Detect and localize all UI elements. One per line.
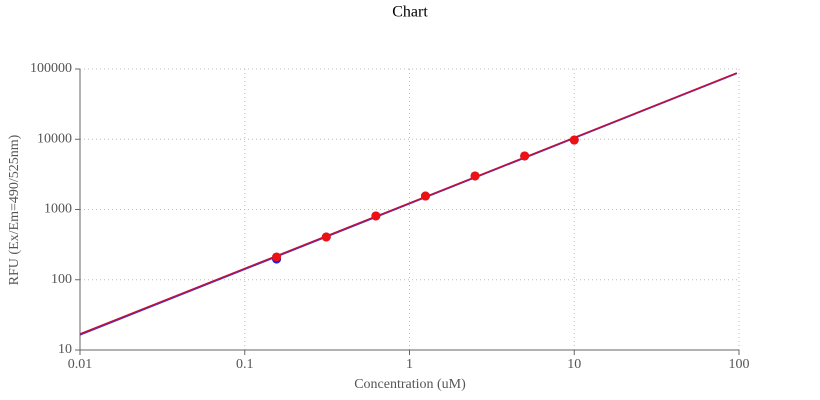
point	[272, 252, 282, 262]
x-tick-label: 0.01	[68, 357, 93, 372]
y-tick-label: 100	[51, 272, 72, 287]
x-tick-label: 10	[567, 357, 581, 372]
fit-line	[79, 72, 738, 335]
point	[470, 171, 480, 181]
y-tick-label: 10	[58, 342, 72, 357]
y-tick-label: 1000	[44, 202, 72, 217]
y-tick-label: 10000	[37, 131, 72, 146]
point	[420, 191, 430, 201]
point	[371, 211, 381, 221]
x-axis-label: Concentration (uM)	[354, 377, 466, 392]
point	[520, 151, 530, 161]
point	[569, 135, 579, 145]
y-axis-label: RFU (Ex/Em=490/525nm)	[7, 134, 22, 285]
x-tick-label: 1	[406, 357, 413, 372]
y-tick-label: 100000	[30, 61, 72, 76]
x-tick-label: 0.1	[236, 357, 254, 372]
x-tick-label: 100	[729, 357, 750, 372]
point	[321, 232, 331, 242]
chart-title: Chart	[392, 4, 428, 21]
